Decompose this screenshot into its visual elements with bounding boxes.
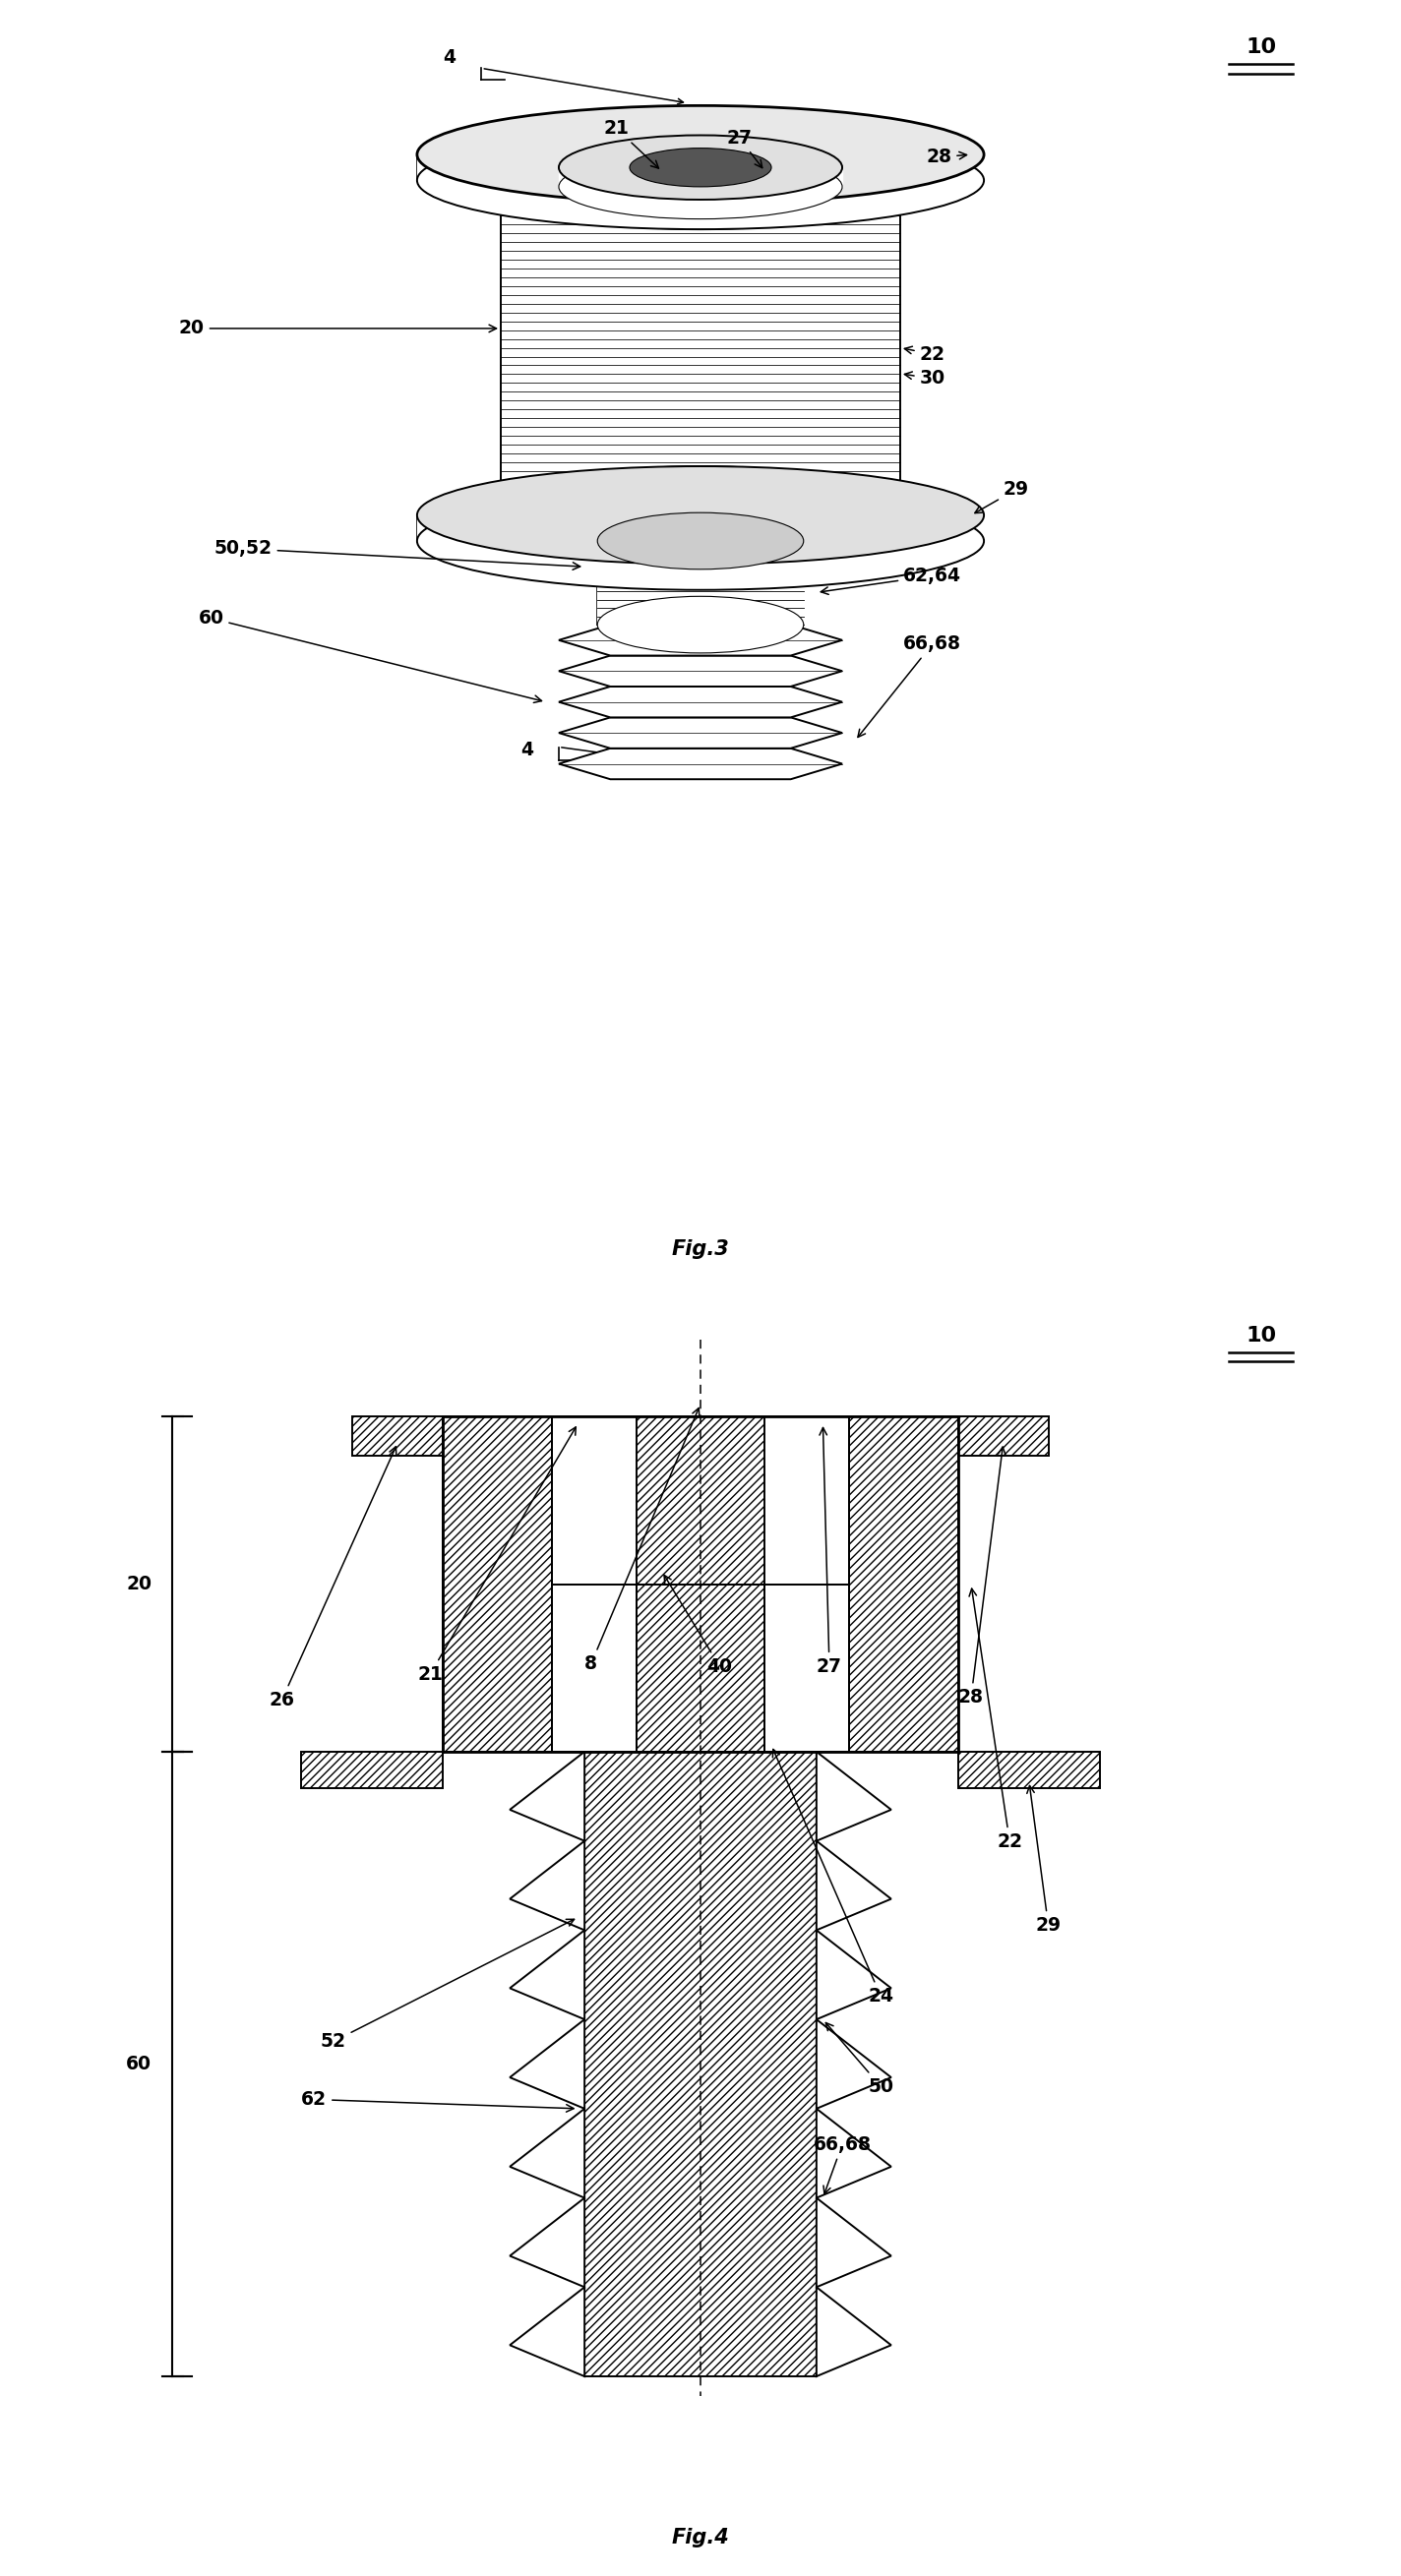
Text: 66,68: 66,68 xyxy=(857,634,961,737)
Polygon shape xyxy=(636,1584,765,1752)
Text: 4: 4 xyxy=(520,739,532,760)
Text: 27: 27 xyxy=(726,129,762,167)
Ellipse shape xyxy=(417,492,984,590)
Text: 27: 27 xyxy=(817,1427,842,1677)
Text: 24: 24 xyxy=(773,1749,894,2007)
Polygon shape xyxy=(510,2287,584,2375)
Polygon shape xyxy=(817,1929,891,2020)
Polygon shape xyxy=(443,1417,552,1752)
Polygon shape xyxy=(510,2197,584,2287)
Ellipse shape xyxy=(417,466,984,564)
Text: Fig.3: Fig.3 xyxy=(671,1239,730,1260)
Polygon shape xyxy=(552,1417,849,1584)
Text: 4: 4 xyxy=(443,49,455,67)
Text: 29: 29 xyxy=(975,479,1028,513)
Text: 40: 40 xyxy=(664,1574,733,1677)
Polygon shape xyxy=(559,654,842,685)
Ellipse shape xyxy=(629,147,772,185)
Polygon shape xyxy=(559,719,842,747)
Ellipse shape xyxy=(500,131,901,229)
Polygon shape xyxy=(353,1417,443,1455)
Polygon shape xyxy=(552,1584,636,1752)
Polygon shape xyxy=(552,1417,849,1584)
Polygon shape xyxy=(817,2110,891,2197)
Polygon shape xyxy=(510,1752,584,1842)
Polygon shape xyxy=(817,2287,891,2375)
Text: 8: 8 xyxy=(584,1409,699,1674)
Polygon shape xyxy=(510,2020,584,2110)
Text: 28: 28 xyxy=(958,1448,1006,1708)
Text: 50: 50 xyxy=(825,2022,894,2097)
Ellipse shape xyxy=(417,131,984,229)
Text: 28: 28 xyxy=(926,147,967,167)
Ellipse shape xyxy=(500,466,901,564)
Text: Fig.4: Fig.4 xyxy=(671,2527,730,2548)
Polygon shape xyxy=(958,1417,1048,1455)
Text: 52: 52 xyxy=(321,1919,574,2050)
Text: 60: 60 xyxy=(198,608,542,703)
Polygon shape xyxy=(817,2020,891,2110)
Polygon shape xyxy=(765,1584,849,1752)
Polygon shape xyxy=(817,1752,891,1842)
Polygon shape xyxy=(510,1842,584,1929)
Text: 62: 62 xyxy=(301,2089,573,2112)
Text: 10: 10 xyxy=(1245,39,1276,57)
Polygon shape xyxy=(559,685,842,719)
Text: 20: 20 xyxy=(179,319,496,337)
Text: 20: 20 xyxy=(126,1574,151,1595)
Text: 10: 10 xyxy=(1245,1327,1276,1345)
Ellipse shape xyxy=(417,106,984,204)
Polygon shape xyxy=(584,1752,817,2375)
Text: 66,68: 66,68 xyxy=(813,2136,871,2195)
Text: 62,64: 62,64 xyxy=(821,567,961,595)
Polygon shape xyxy=(301,1752,443,1788)
Ellipse shape xyxy=(559,134,842,198)
Ellipse shape xyxy=(559,155,842,219)
Polygon shape xyxy=(958,1752,1100,1788)
Polygon shape xyxy=(765,1417,849,1584)
Polygon shape xyxy=(849,1417,958,1752)
Text: 22: 22 xyxy=(905,345,946,363)
Polygon shape xyxy=(559,626,842,654)
Polygon shape xyxy=(552,1417,636,1584)
Ellipse shape xyxy=(597,595,804,652)
Ellipse shape xyxy=(597,513,804,569)
Text: 21: 21 xyxy=(417,1427,576,1685)
Polygon shape xyxy=(510,1929,584,2020)
Text: 26: 26 xyxy=(269,1448,396,1710)
Text: 22: 22 xyxy=(969,1589,1023,1852)
Text: 29: 29 xyxy=(1027,1785,1061,1935)
Polygon shape xyxy=(817,2197,891,2287)
Polygon shape xyxy=(817,1842,891,1929)
Text: 60: 60 xyxy=(126,2056,151,2074)
Polygon shape xyxy=(510,2110,584,2197)
Text: 21: 21 xyxy=(604,118,658,167)
Text: 30: 30 xyxy=(905,368,946,389)
Text: 50,52: 50,52 xyxy=(214,538,580,569)
Polygon shape xyxy=(559,747,842,778)
